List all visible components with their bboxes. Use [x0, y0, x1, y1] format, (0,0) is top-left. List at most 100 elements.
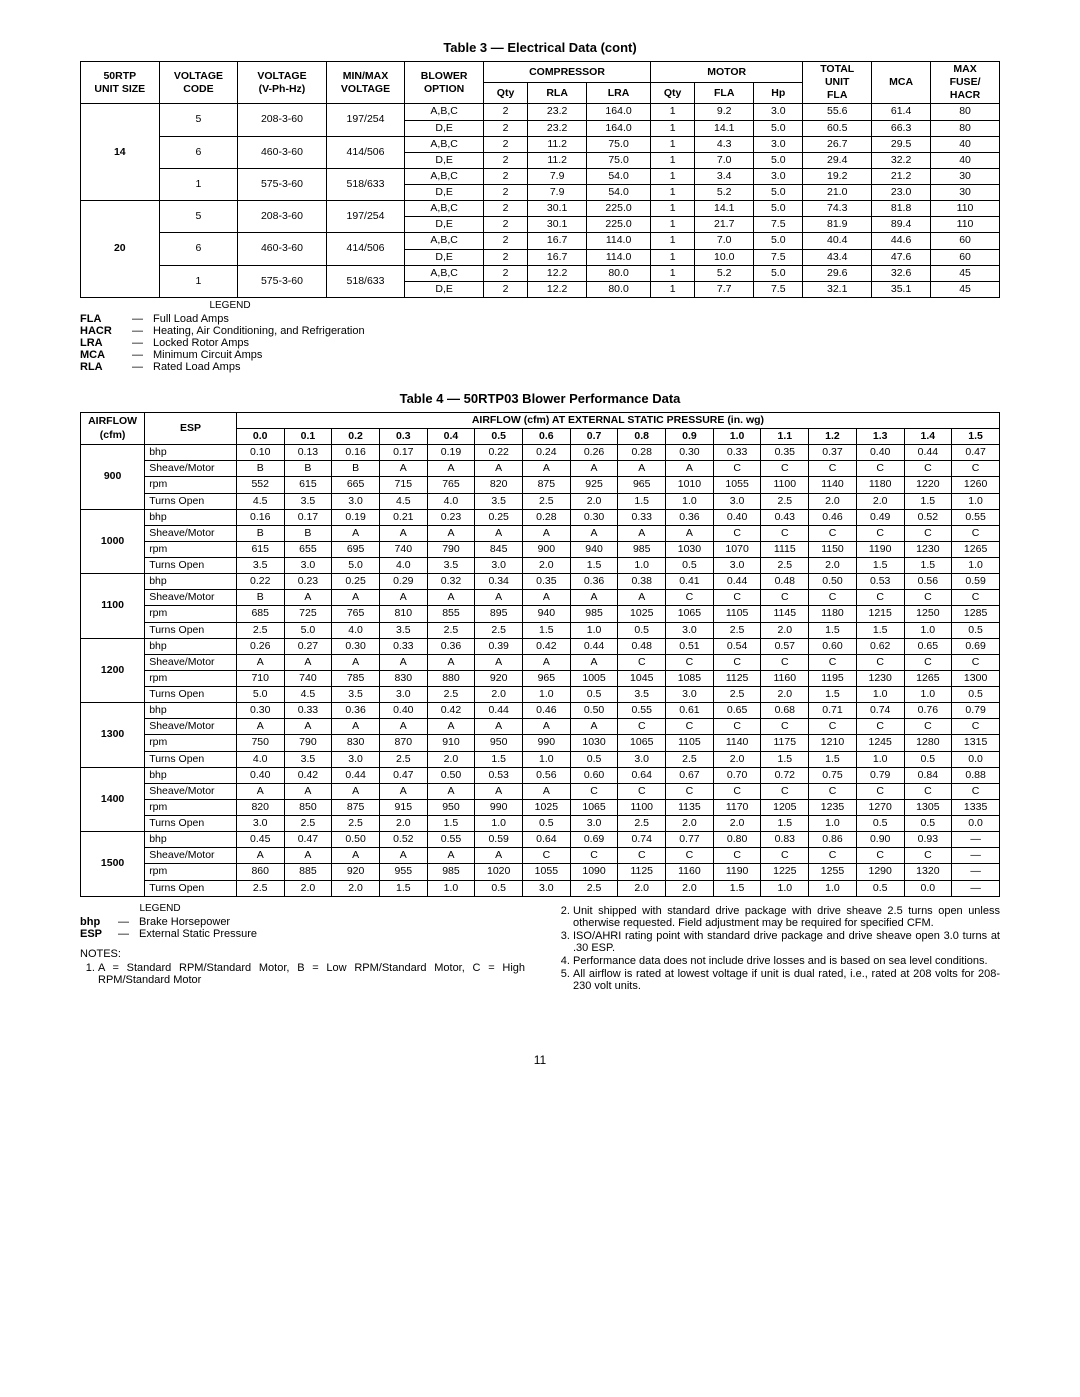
cell: 3.0: [666, 622, 714, 638]
cell: 0.83: [761, 832, 809, 848]
table-row: 1575-3-60518/633A,B,C27.954.013.43.019.2…: [81, 168, 1000, 184]
cell: 1.5: [904, 558, 952, 574]
cell: 3.0: [754, 104, 803, 120]
cell: 2.0: [761, 687, 809, 703]
cell: A: [427, 525, 475, 541]
table-row: rpm8208508759159509901025106511001135117…: [81, 799, 1000, 815]
cell: 940: [570, 541, 618, 557]
cell: 885: [284, 864, 332, 880]
cell: 4.0: [427, 493, 475, 509]
cell: A: [236, 783, 284, 799]
th-volt-code: VOLTAGECODE: [159, 62, 238, 104]
table-row: 1300bhp0.300.330.360.400.420.440.460.500…: [81, 703, 1000, 719]
cell: 0.5: [618, 622, 666, 638]
cell: 2: [483, 168, 527, 184]
cell: 1.0: [952, 558, 1000, 574]
cell: 2.0: [284, 880, 332, 896]
cell: 2.0: [761, 622, 809, 638]
cell: 1: [651, 265, 695, 281]
cell: 2.5: [427, 622, 475, 638]
cell: C: [904, 525, 952, 541]
table3-legend-title: LEGEND: [80, 300, 380, 311]
cell: 0.71: [809, 703, 857, 719]
table-row: rpm5526156657157658208759259651010105511…: [81, 477, 1000, 493]
cell: 0.60: [570, 767, 618, 783]
cell: 5.0: [754, 265, 803, 281]
cell: A: [618, 525, 666, 541]
cell: 1335: [952, 799, 1000, 815]
cell: 0.55: [952, 509, 1000, 525]
cell: 0.30: [666, 445, 714, 461]
cell: 0.25: [332, 574, 380, 590]
cell: 1175: [761, 735, 809, 751]
cell: 45: [931, 265, 1000, 281]
cell: 29.5: [872, 136, 931, 152]
cell-metric: Turns Open: [145, 622, 237, 638]
cell-metric: rpm: [145, 670, 237, 686]
cell: 4.5: [284, 687, 332, 703]
cell: 1055: [523, 864, 571, 880]
cell: 4.0: [236, 751, 284, 767]
cell: 7.5: [754, 249, 803, 265]
cell: 1285: [952, 606, 1000, 622]
cell: A: [236, 654, 284, 670]
cell: 925: [570, 477, 618, 493]
cell: 1065: [666, 606, 714, 622]
cell: 1090: [570, 864, 618, 880]
cell: 0.75: [809, 767, 857, 783]
cell: 0.48: [761, 574, 809, 590]
cell: C: [904, 848, 952, 864]
cell: 0.76: [904, 703, 952, 719]
cell-metric: rpm: [145, 477, 237, 493]
cell: 43.4: [803, 249, 872, 265]
cell: 3.0: [713, 558, 761, 574]
cell: 1190: [713, 864, 761, 880]
cell: 1105: [666, 735, 714, 751]
cell: 1265: [904, 670, 952, 686]
cell: 3.0: [379, 687, 427, 703]
cell: C: [809, 525, 857, 541]
cell: 1005: [570, 670, 618, 686]
table-row: rpm6156556957407908459009409851030107011…: [81, 541, 1000, 557]
cell: C: [666, 654, 714, 670]
cell: A: [570, 654, 618, 670]
cell: 5.0: [236, 687, 284, 703]
cell-minmax: 518/633: [326, 168, 405, 200]
cell-metric: rpm: [145, 864, 237, 880]
cell: 1: [651, 233, 695, 249]
cell: A: [475, 654, 523, 670]
cell: 3.0: [754, 168, 803, 184]
cell: 89.4: [872, 217, 931, 233]
cell: A: [427, 461, 475, 477]
cell: 3.0: [236, 816, 284, 832]
cell: 0.28: [523, 509, 571, 525]
cell: 1025: [523, 799, 571, 815]
cell: A: [379, 461, 427, 477]
cell: 1265: [952, 541, 1000, 557]
cell: 1.5: [713, 880, 761, 896]
cell: 3.5: [475, 493, 523, 509]
table-row: 1575-3-60518/633A,B,C212.280.015.25.029.…: [81, 265, 1000, 281]
cell: 30.1: [528, 201, 587, 217]
cell: 60: [931, 233, 1000, 249]
cell-cfm: 1000: [81, 509, 145, 574]
cell: 0.47: [284, 832, 332, 848]
cell-metric: Turns Open: [145, 558, 237, 574]
cell: A: [475, 848, 523, 864]
cell: 11.2: [528, 152, 587, 168]
cell: 2.5: [713, 622, 761, 638]
table-row: 1200bhp0.260.270.300.330.360.390.420.440…: [81, 638, 1000, 654]
cell: A: [284, 848, 332, 864]
table-row: 900bhp0.100.130.160.170.190.220.240.260.…: [81, 445, 1000, 461]
cell: 0.46: [523, 703, 571, 719]
cell: A: [475, 525, 523, 541]
cell: C: [952, 525, 1000, 541]
cell: 0.5: [952, 687, 1000, 703]
cell: 0.19: [332, 509, 380, 525]
cell: 5.0: [754, 201, 803, 217]
cell: 2.0: [332, 880, 380, 896]
cell-minmax: 518/633: [326, 265, 405, 297]
cell: —: [952, 832, 1000, 848]
cell: 2: [483, 217, 527, 233]
cell: C: [618, 654, 666, 670]
